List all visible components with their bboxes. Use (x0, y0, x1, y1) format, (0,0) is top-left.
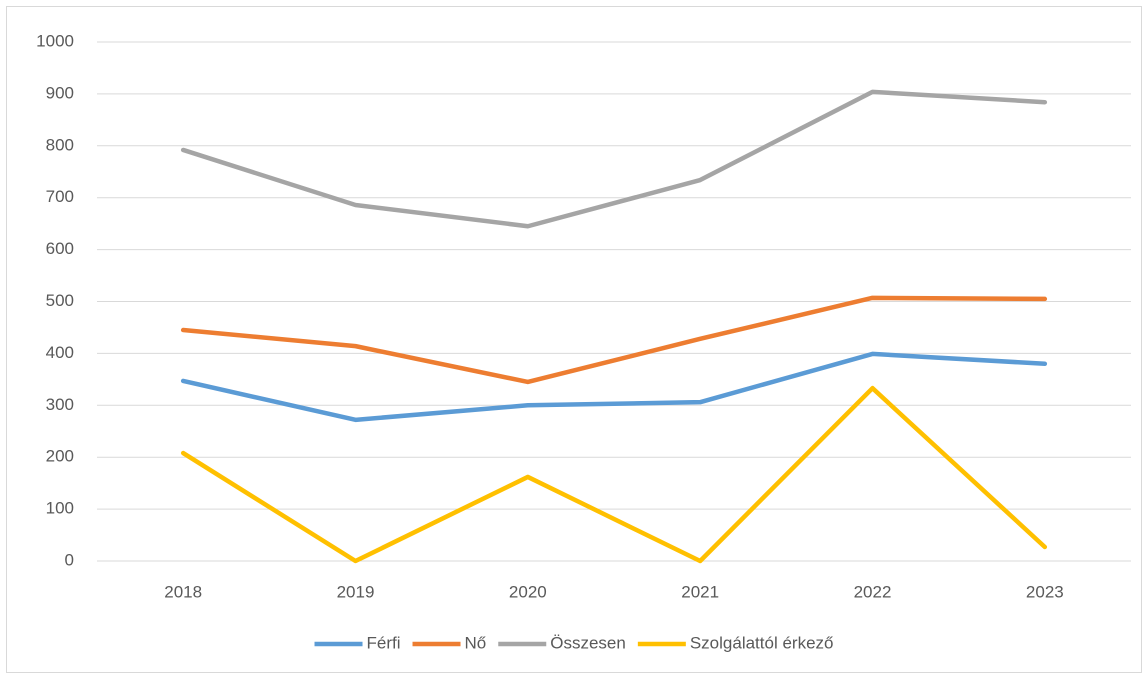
x-tick-label: 2018 (164, 582, 202, 601)
legend-label: Összesen (550, 633, 626, 652)
series-line (180, 295, 1048, 385)
series-line (180, 385, 1048, 564)
legend-label: Szolgálattól érkező (690, 633, 834, 652)
x-tick-label: 2022 (854, 582, 892, 601)
legend-label: Nő (465, 633, 487, 652)
y-tick-label: 500 (46, 291, 74, 310)
y-tick-label: 400 (46, 343, 74, 362)
series-line (180, 89, 1048, 229)
y-tick-label: 700 (46, 187, 74, 206)
y-tick-label: 600 (46, 239, 74, 258)
x-tick-label: 2021 (681, 582, 719, 601)
chart-border (6, 6, 1142, 673)
y-tick-label: 800 (46, 135, 74, 154)
y-tick-label: 200 (46, 447, 74, 466)
x-tick-label: 2023 (1026, 582, 1064, 601)
y-tick-label: 300 (46, 395, 74, 414)
y-tick-label: 1000 (36, 31, 74, 50)
y-tick-label: 100 (46, 499, 74, 518)
y-tick-label: 900 (46, 83, 74, 102)
series-line (180, 351, 1048, 423)
y-tick-label: 0 (65, 550, 74, 569)
x-tick-label: 2020 (509, 582, 547, 601)
legend-label: Férfi (367, 633, 401, 652)
x-tick-label: 2019 (337, 582, 375, 601)
